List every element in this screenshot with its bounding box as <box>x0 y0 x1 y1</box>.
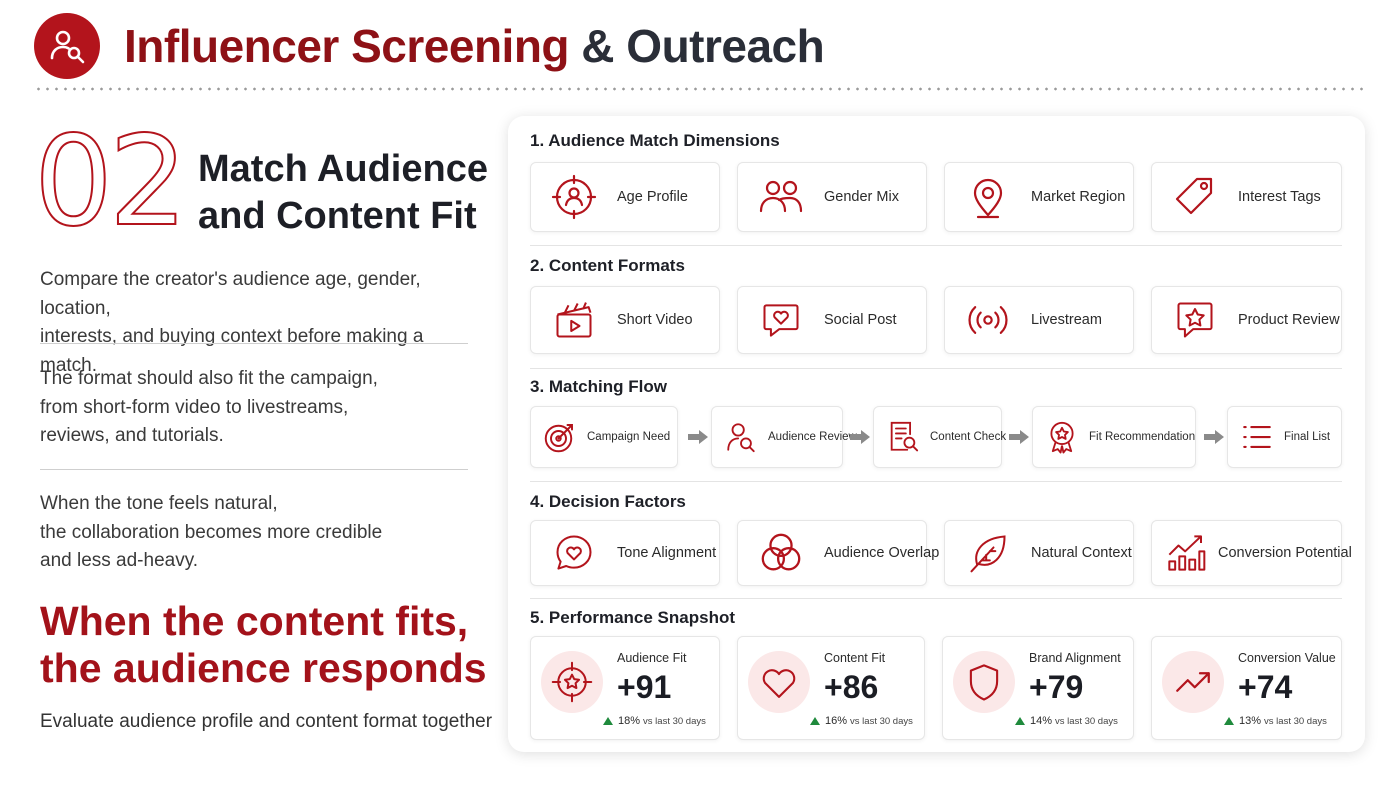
section-subtitle: Match Audience and Content Fit <box>198 148 488 237</box>
target-star-icon <box>541 651 603 713</box>
flow-step-content-check[interactable]: Content Check <box>873 406 1006 468</box>
award-icon <box>1043 418 1081 456</box>
section-divider <box>530 245 1342 246</box>
trend-up-arrow-icon <box>1015 717 1025 725</box>
trend-up-arrow-icon <box>1224 717 1234 725</box>
page-title: Influencer Screening & Outreach <box>124 20 825 72</box>
metric-value: +86 <box>824 669 879 705</box>
section-title-decision-factors: 4. Decision Factors <box>530 492 686 511</box>
section-title-performance: 5. Performance Snapshot <box>530 608 736 627</box>
metric-value: +79 <box>1029 669 1084 705</box>
flow-step-audience-review[interactable]: Audience Review <box>711 406 857 468</box>
header: Influencer Screening & Outreach <box>34 10 825 82</box>
card-interest-tags[interactable]: Interest Tags <box>1151 162 1342 232</box>
trend-up-arrow-icon <box>810 717 820 725</box>
person-search-icon <box>722 418 760 456</box>
card-market-region[interactable]: Market Region <box>944 162 1134 232</box>
card-natural-context[interactable]: Natural Context <box>944 520 1134 586</box>
flow-step-final-list[interactable]: Final List <box>1227 406 1342 468</box>
metric-value: +74 <box>1238 669 1293 705</box>
growth-chart-icon <box>1164 528 1208 578</box>
section-title-content-formats: 2. Content Formats <box>530 256 685 275</box>
card-livestream[interactable]: Livestream <box>944 286 1134 354</box>
card-tone-alignment[interactable]: Tone Alignment <box>530 520 720 586</box>
divider <box>40 343 468 344</box>
star-chat-icon <box>1170 295 1220 345</box>
flow-step-campaign-need[interactable]: Campaign Need <box>530 406 678 468</box>
paragraph-audience: Compare the creator's audience age, gend… <box>40 269 424 376</box>
callout-headline: When the content fits, the audience resp… <box>40 598 487 691</box>
card-short-video[interactable]: Short Video <box>530 286 720 354</box>
broadcast-icon <box>963 295 1013 345</box>
card-social-post[interactable]: Social Post <box>737 286 927 354</box>
divider <box>40 469 468 470</box>
tag-icon <box>1170 172 1220 222</box>
footer-text: Evaluate audience profile and content fo… <box>40 711 493 732</box>
document-search-icon <box>884 418 922 456</box>
metric-delta: 14% vs last 30 days <box>1015 715 1118 727</box>
card-age-profile[interactable]: Age Profile <box>530 162 720 232</box>
card-product-review[interactable]: Product Review <box>1151 286 1342 354</box>
flow-arrow-icon <box>849 429 871 445</box>
metric-conversion-value: Conversion Value +74 13% vs last 30 days <box>1151 636 1342 740</box>
section-divider <box>530 481 1342 482</box>
paragraph-format: The format should also fit the campaign,… <box>40 368 378 446</box>
match-panel: 1. Audience Match Dimensions Age Profile… <box>508 116 1365 752</box>
section-number: 02 <box>33 110 189 254</box>
heart-icon <box>748 651 810 713</box>
shield-icon <box>953 651 1015 713</box>
section-title-audience-match: 1. Audience Match Dimensions <box>530 131 780 150</box>
leaf-icon <box>963 528 1013 578</box>
section-title-matching-flow: 3. Matching Flow <box>530 377 667 396</box>
metric-delta: 13% vs last 30 days <box>1224 715 1327 727</box>
trend-up-arrow-icon <box>603 717 613 725</box>
target-person-icon <box>549 172 599 222</box>
metric-content-fit: Content Fit +86 16% vs last 30 days <box>737 636 925 740</box>
list-icon <box>1238 418 1276 456</box>
metric-brand-alignment: Brand Alignment +79 14% vs last 30 days <box>942 636 1134 740</box>
two-people-icon <box>756 172 806 222</box>
flow-arrow-icon <box>1203 429 1225 445</box>
metric-delta: 16% vs last 30 days <box>810 715 913 727</box>
section-divider <box>530 368 1342 369</box>
bullseye-icon <box>541 418 579 456</box>
section-divider <box>530 598 1342 599</box>
metric-value: +91 <box>617 669 672 705</box>
person-search-icon <box>34 13 100 79</box>
heart-chat-icon <box>549 528 599 578</box>
trend-up-icon <box>1162 651 1224 713</box>
card-audience-overlap[interactable]: Audience Overlap <box>737 520 939 586</box>
flow-arrow-icon <box>1008 429 1030 445</box>
metric-delta: 18% vs last 30 days <box>603 715 706 727</box>
metric-audience-fit: Audience Fit +91 18% vs last 30 days <box>530 636 720 740</box>
card-conversion-potential[interactable]: Conversion Potential <box>1151 520 1352 586</box>
card-gender-mix[interactable]: Gender Mix <box>737 162 927 232</box>
heart-chat-icon <box>756 295 806 345</box>
clapperboard-icon <box>549 295 599 345</box>
paragraph-tone: When the tone feels natural, the collabo… <box>40 493 383 571</box>
flow-step-fit-recommendation[interactable]: Fit Recommendation <box>1032 406 1196 468</box>
dotted-divider <box>34 87 1364 91</box>
flow-arrow-icon <box>687 429 709 445</box>
venn-icon <box>756 528 806 578</box>
location-pin-icon <box>963 172 1013 222</box>
